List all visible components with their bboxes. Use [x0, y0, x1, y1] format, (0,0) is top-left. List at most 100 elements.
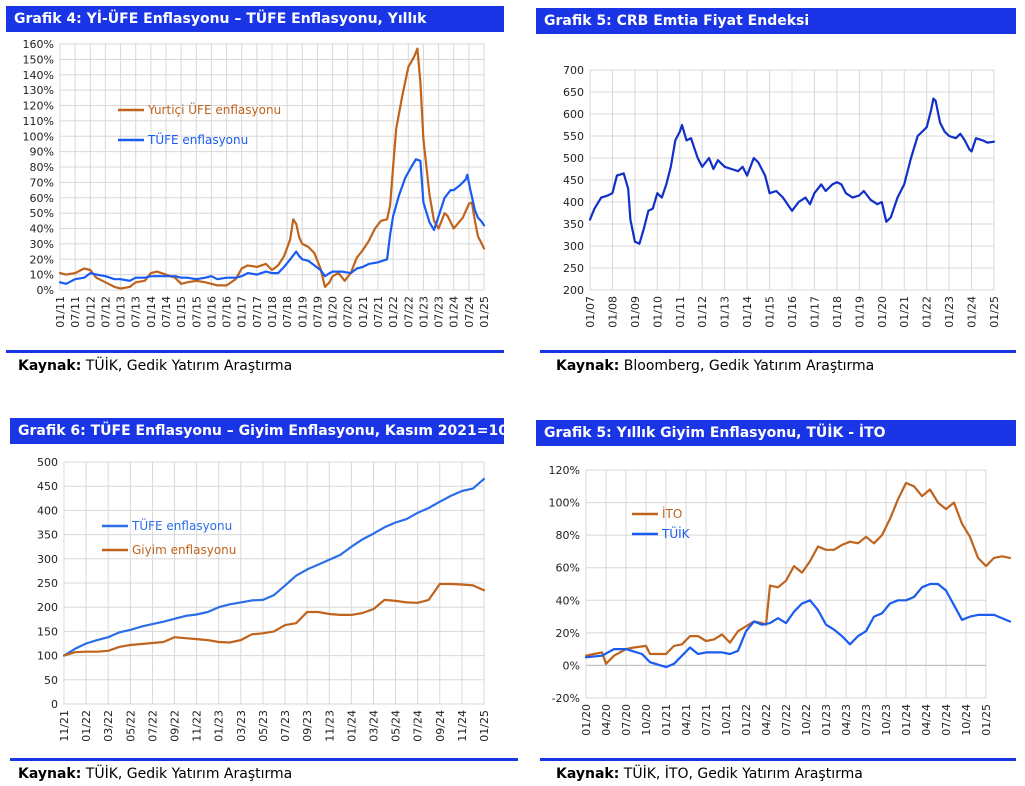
source-text-2: Bloomberg, Gedik Yatırım Araştırma — [623, 358, 875, 374]
x-tick-label: 03/22 — [102, 710, 115, 742]
x-tick-label: 07/21 — [372, 296, 385, 328]
legend-label: TÜİK — [661, 525, 691, 541]
x-tick-label: 10/23 — [880, 704, 893, 736]
x-tick-label: 10/24 — [960, 704, 973, 736]
x-tick-label: 01/08 — [606, 296, 619, 328]
x-tick-label: 01/13 — [719, 296, 732, 328]
x-tick-label: 01/25 — [980, 704, 993, 736]
y-tick-label: 350 — [37, 529, 58, 542]
y-tick-label: 0% — [37, 284, 54, 297]
x-tick-label: 07/16 — [221, 296, 234, 328]
series-line-1 — [588, 97, 996, 245]
chart-title-3: Grafik 6: TÜFE Enflasyonu – Giyim Enflas… — [10, 418, 504, 444]
y-tick-label: 100 — [37, 650, 58, 663]
source-label-4: Kaynak: — [556, 766, 620, 782]
x-tick-label: 07/22 — [146, 710, 159, 742]
x-tick-label: 04/22 — [760, 704, 773, 736]
legend-label: Yurtiçi ÜFE enflasyonu — [147, 101, 281, 117]
x-tick-label: 07/24 — [463, 296, 476, 328]
source-note-4: Kaynak: TÜİK, İTO, Gedik Yatırım Araştır… — [556, 766, 863, 782]
series-line-2 — [62, 582, 486, 657]
x-tick-label: 07/24 — [940, 704, 953, 736]
source-text-4: TÜİK, İTO, Gedik Yatırım Araştırma — [623, 766, 863, 782]
x-tick-label: 01/20 — [327, 296, 340, 328]
x-tick-label: 01/16 — [205, 296, 218, 328]
x-tick-label: 01/15 — [175, 296, 188, 328]
y-tick-label: 550 — [563, 130, 584, 143]
source-note-1: Kaynak: TÜİK, Gedik Yatırım Araştırma — [18, 358, 292, 374]
x-tick-label: 01/23 — [820, 704, 833, 736]
x-tick-label: 07/20 — [620, 704, 633, 736]
x-tick-label: 01/23 — [943, 296, 956, 328]
x-tick-label: 01/12 — [84, 296, 97, 328]
x-tick-label: 01/18 — [831, 296, 844, 328]
legend-label: TÜFE enflasyonu — [131, 517, 232, 533]
x-tick-label: 01/20 — [876, 296, 889, 328]
y-tick-label: 400 — [37, 504, 58, 517]
y-tick-label: 60% — [556, 562, 580, 575]
x-tick-label: 01/11 — [54, 296, 67, 328]
x-tick-label: 07/12 — [99, 296, 112, 328]
chart-crb-index: 200 250 300 350 400 450 500 550 600 650 700 01/07 01… — [563, 64, 1001, 328]
y-tick-label: 500 — [563, 152, 584, 165]
x-tick-label: 01/07 — [584, 296, 597, 328]
x-tick-label: 01/22 — [80, 710, 93, 742]
y-tick-label: 80% — [556, 529, 580, 542]
source-rule-2 — [540, 350, 1016, 353]
x-tick-label: 07/23 — [433, 296, 446, 328]
y-tick-label: 450 — [37, 480, 58, 493]
source-label-1: Kaynak: — [18, 358, 82, 374]
y-tick-label: 100% — [549, 497, 580, 510]
x-tick-label: 01/15 — [764, 296, 777, 328]
y-tick-label: 200 — [563, 284, 584, 297]
x-tick-label: 07/11 — [69, 296, 82, 328]
y-tick-label: 40% — [556, 594, 580, 607]
source-label-3: Kaynak: — [18, 766, 82, 782]
y-tick-label: 0% — [563, 659, 580, 672]
x-tick-label: 01/19 — [853, 296, 866, 328]
x-tick-label: 04/24 — [920, 704, 933, 736]
x-tick-label: 11/21 — [58, 710, 71, 742]
x-tick-label: 01/17 — [236, 296, 249, 328]
y-tick-label: 110% — [23, 115, 54, 128]
x-tick-label: 01/09 — [629, 296, 642, 328]
x-tick-label: 01/17 — [808, 296, 821, 328]
x-tick-label: 04/23 — [840, 704, 853, 736]
x-tick-label: 01/19 — [296, 296, 309, 328]
x-tick-label: 01/24 — [966, 296, 979, 328]
x-tick-label: 03/23 — [235, 710, 248, 742]
y-tick-label: 300 — [563, 240, 584, 253]
x-tick-label: 09/22 — [169, 710, 182, 742]
x-tick-label: 01/11 — [674, 296, 687, 328]
x-tick-label: 01/20 — [580, 704, 593, 736]
x-tick-label: 07/19 — [311, 296, 324, 328]
x-tick-label: 04/20 — [600, 704, 613, 736]
x-tick-label: 07/15 — [190, 296, 203, 328]
y-tick-label: 250 — [563, 262, 584, 275]
x-tick-label: 07/20 — [342, 296, 355, 328]
chart-title-4: Grafik 5: Yıllık Giyim Enflasyonu, TÜİK … — [536, 420, 1016, 446]
y-tick-label: 30% — [30, 238, 54, 251]
x-tick-label: 01/25 — [988, 296, 1001, 328]
y-tick-label: 500 — [37, 456, 58, 469]
y-tick-label: 20% — [30, 253, 54, 266]
x-tick-label: 10/20 — [640, 704, 653, 736]
x-tick-label: 01/22 — [740, 704, 753, 736]
y-tick-label: 160% — [23, 38, 54, 51]
x-tick-label: 11/22 — [191, 710, 204, 742]
y-tick-label: 350 — [563, 218, 584, 231]
y-tick-label: 120% — [23, 100, 54, 113]
chart-giyim-yillik: -20% 0% 20% 40% 60% 80% 100% 120% 01/20 04/20 07/2… — [549, 464, 1012, 736]
x-tick-label: 07/22 — [402, 296, 415, 328]
x-tick-label: 01/25 — [478, 296, 491, 328]
x-tick-label: 01/23 — [417, 296, 430, 328]
x-tick-label: 03/24 — [367, 710, 380, 742]
y-tick-label: 50% — [30, 207, 54, 220]
x-tick-label: 07/24 — [412, 710, 425, 742]
y-tick-label: 70% — [30, 176, 54, 189]
x-tick-label: 01/18 — [266, 296, 279, 328]
y-tick-label: 90% — [30, 146, 54, 159]
x-tick-label: 01/13 — [115, 296, 128, 328]
x-tick-label: 10/21 — [720, 704, 733, 736]
chart-tufe-giyim: 0 50 100 150 200 250 300 350 400 450 500 11/21 01/22… — [37, 456, 491, 742]
